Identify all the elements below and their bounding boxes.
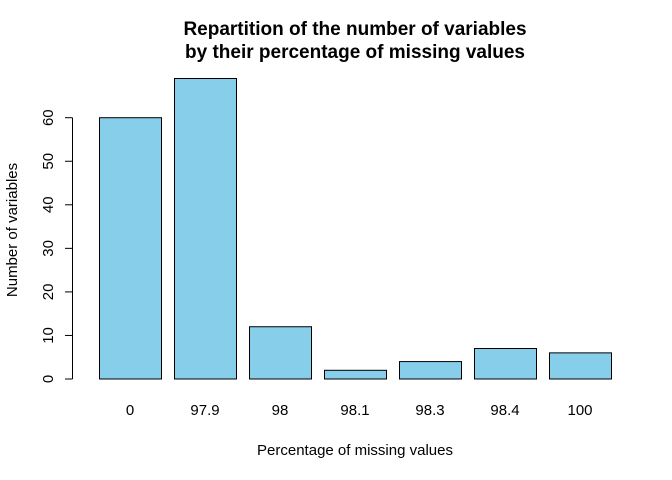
bar-98.3 bbox=[399, 361, 462, 380]
y-tick-label: 60 bbox=[40, 109, 57, 126]
x-axis-label: Percentage of missing values bbox=[257, 442, 453, 459]
y-tick-label: 40 bbox=[40, 196, 57, 213]
y-tick-label: 10 bbox=[40, 327, 57, 344]
x-tick-label: 100 bbox=[567, 402, 592, 419]
bars-group bbox=[99, 78, 612, 380]
x-tick-labels: 0 97.9 98 98.1 98.3 98.4 100 bbox=[126, 402, 593, 419]
bar-0 bbox=[99, 117, 162, 380]
bar-98.4 bbox=[474, 348, 537, 380]
bar-98 bbox=[249, 326, 312, 380]
x-tick-label: 97.9 bbox=[190, 402, 219, 419]
x-tick-label: 98.3 bbox=[415, 402, 444, 419]
y-tick-label: 20 bbox=[40, 284, 57, 301]
bar-97.9 bbox=[174, 78, 237, 380]
bar-98.1 bbox=[324, 369, 387, 380]
y-tick-label: 50 bbox=[40, 153, 57, 170]
x-tick-label: 0 bbox=[126, 402, 134, 419]
y-axis: 0 10 20 30 40 50 60 bbox=[40, 109, 73, 383]
x-tick-label: 98 bbox=[272, 402, 289, 419]
chart-title-line-1: Repartition of the number of variables bbox=[183, 19, 526, 40]
x-tick-label: 98.4 bbox=[490, 402, 519, 419]
y-tick-label: 30 bbox=[40, 240, 57, 257]
y-axis-label: Number of variables bbox=[4, 163, 21, 297]
bar-100 bbox=[549, 352, 612, 380]
chart-title-line-2: by their percentage of missing values bbox=[185, 42, 525, 63]
x-tick-label: 98.1 bbox=[340, 402, 369, 419]
y-tick-label: 0 bbox=[40, 375, 57, 383]
chart-title: Repartition of the number of variables b… bbox=[183, 19, 526, 63]
